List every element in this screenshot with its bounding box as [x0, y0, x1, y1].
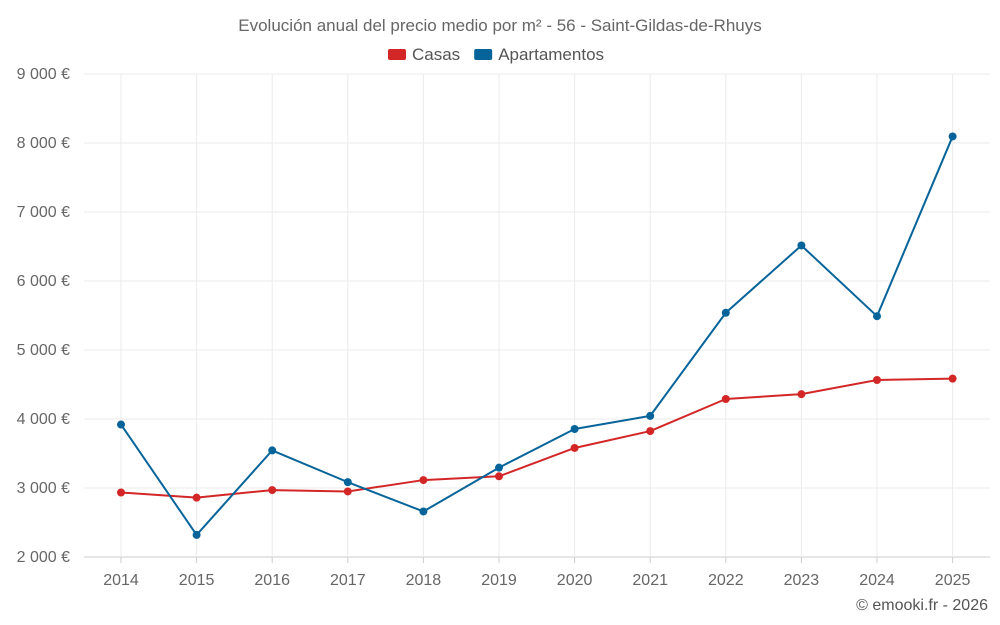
- x-tick-label: 2016: [254, 572, 290, 589]
- data-point[interactable]: [873, 312, 881, 321]
- data-point[interactable]: [646, 411, 655, 420]
- x-tick-label: 2015: [179, 572, 215, 589]
- data-point[interactable]: [495, 463, 503, 472]
- y-axis: 2 000 € 3 000 € 4 000 € 5 000 € 6 000 € 7 000…: [17, 66, 70, 566]
- data-point[interactable]: [192, 530, 201, 539]
- x-tick-label: 2019: [481, 572, 517, 589]
- x-tick-label: 2018: [406, 572, 442, 589]
- x-tick-label: 2014: [103, 572, 139, 589]
- data-point[interactable]: [268, 446, 277, 455]
- series-casas: [117, 374, 957, 502]
- chart-legend: Casas Apartamentos: [388, 45, 604, 64]
- chart-series: [117, 132, 957, 539]
- data-point[interactable]: [948, 374, 957, 383]
- x-tick-label: 2022: [708, 572, 744, 589]
- data-point[interactable]: [495, 472, 503, 481]
- data-point[interactable]: [343, 478, 352, 487]
- chart-title: Evolución anual del precio medio por m² …: [238, 16, 761, 35]
- y-tick-label: 3 000 €: [17, 480, 70, 497]
- x-tick-label: 2017: [330, 572, 366, 589]
- x-axis: 2014 2015 2016 2017 2018 2019 2020 2021 2022 2023…: [103, 557, 970, 589]
- data-point[interactable]: [721, 394, 730, 403]
- series-line: [120, 377, 953, 499]
- legend-swatch: [474, 49, 493, 60]
- legend-item-apartamentos[interactable]: Apartamentos: [474, 45, 604, 64]
- y-tick-label: 5 000 €: [17, 342, 70, 359]
- chart-grid: [84, 73, 990, 558]
- data-point[interactable]: [419, 476, 428, 485]
- y-tick-label: 7 000 €: [17, 204, 70, 221]
- data-point[interactable]: [646, 427, 655, 436]
- y-tick-label: 6 000 €: [17, 273, 70, 290]
- y-tick-label: 8 000 €: [17, 135, 70, 152]
- y-tick-label: 2 000 €: [17, 549, 70, 566]
- y-tick-label: 9 000 €: [17, 66, 70, 83]
- x-tick-label: 2024: [859, 572, 895, 589]
- legend-label: Casas: [412, 45, 460, 64]
- data-point[interactable]: [797, 241, 806, 250]
- x-tick-label: 2023: [784, 572, 820, 589]
- legend-item-casas[interactable]: Casas: [388, 45, 460, 64]
- data-point[interactable]: [117, 420, 125, 429]
- data-point[interactable]: [570, 443, 579, 452]
- data-point[interactable]: [797, 390, 806, 399]
- data-point[interactable]: [721, 308, 730, 317]
- series-apartamentos: [117, 132, 957, 539]
- data-point[interactable]: [343, 487, 352, 496]
- legend-label: Apartamentos: [498, 45, 604, 64]
- data-point[interactable]: [873, 376, 881, 385]
- x-tick-label: 2025: [935, 572, 971, 589]
- data-point[interactable]: [419, 507, 428, 516]
- data-point[interactable]: [948, 132, 957, 141]
- credit-text: © emooki.fr - 2026: [856, 597, 988, 614]
- x-tick-label: 2021: [632, 572, 668, 589]
- y-tick-label: 4 000 €: [17, 411, 70, 428]
- x-tick-label: 2020: [557, 572, 593, 589]
- data-point[interactable]: [192, 493, 201, 502]
- data-point[interactable]: [570, 425, 579, 434]
- legend-swatch: [388, 49, 406, 60]
- data-point[interactable]: [268, 486, 277, 495]
- series-line: [120, 136, 954, 536]
- data-point[interactable]: [117, 488, 125, 497]
